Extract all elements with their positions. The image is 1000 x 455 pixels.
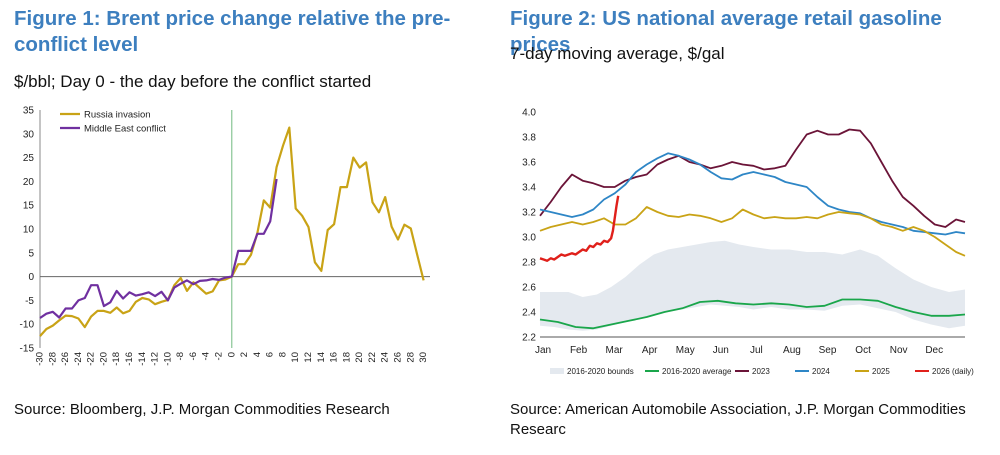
- x-tick-label: 6: [265, 352, 276, 357]
- x-tick-label: -12: [150, 352, 161, 366]
- figure-2-source: Source: American Automobile Association,…: [510, 401, 966, 438]
- x-tick-label: -22: [86, 352, 97, 366]
- x-tick-label: 22: [367, 352, 378, 363]
- x-tick-label: Feb: [570, 345, 588, 356]
- y-tick-label: 2.8: [522, 258, 536, 269]
- x-tick-label: -4: [201, 352, 212, 360]
- x-tick-label: 14: [316, 352, 327, 363]
- y-tick-label: 3.6: [522, 158, 536, 169]
- figure-1-source: Source: Bloomberg, J.P. Morgan Commoditi…: [14, 401, 390, 418]
- x-tick-label: -26: [60, 352, 71, 366]
- legend-label: Russia invasion: [84, 110, 151, 121]
- x-tick-label: Mar: [606, 345, 624, 356]
- x-tick-label: -14: [137, 352, 148, 366]
- gasoline-chart: 2.2 2.4 2.6 2.8 3.0 3.2 3.4 3.6 3.8 4.0 Jan Feb Mar A…: [522, 108, 974, 377]
- x-tick-label: May: [676, 345, 695, 356]
- figure-2-title: Figure 2: US national average retail gas…: [510, 7, 942, 56]
- legend-label: 2023: [752, 367, 770, 376]
- x-tick-label: Aug: [783, 345, 801, 356]
- x-tick-label: 2: [239, 352, 250, 357]
- figure-1-subtitle: $/bbl; Day 0 - the day before the confli…: [14, 72, 372, 91]
- legend-label: Middle East conflict: [84, 124, 166, 135]
- x-tick-label: -6: [188, 352, 199, 360]
- x-tick-label: Jun: [713, 345, 729, 356]
- x-tick-label: -20: [98, 352, 109, 366]
- x-tick-label: -8: [175, 352, 186, 360]
- x-tick-label: -16: [124, 352, 135, 366]
- x-tick-label: Apr: [642, 345, 658, 356]
- x-tick-label: Jul: [750, 345, 763, 356]
- y-tick-label: 2.2: [522, 333, 536, 344]
- x-tick-label: 24: [380, 352, 391, 363]
- x-tick-label: 28: [405, 352, 416, 363]
- y-tick-label: 20: [23, 177, 35, 188]
- legend-label: 2025: [872, 367, 890, 376]
- y-tick-label: 3.0: [522, 233, 536, 244]
- legend-label: 2026 (daily): [932, 367, 974, 376]
- x-tick-label: 30: [418, 352, 429, 363]
- series-line-2025: [539, 206, 966, 257]
- x-tick-label: 10: [290, 352, 301, 363]
- y-tick-label: 2.4: [522, 308, 536, 319]
- y-tick-label: 3.2: [522, 208, 536, 219]
- y-tick-label: 30: [23, 129, 35, 140]
- y-tick-label: 2.6: [522, 283, 536, 294]
- series-line-2026-daily: [539, 195, 620, 263]
- x-tick-label: 0: [226, 352, 237, 357]
- y-tick-label: 3.8: [522, 133, 536, 144]
- x-tick-label: 26: [393, 352, 404, 363]
- y-tick-label: 35: [23, 106, 35, 117]
- x-tick-label: Nov: [890, 345, 908, 356]
- series-line-2023: [539, 128, 966, 228]
- series-line-2016-2020-average: [539, 298, 966, 330]
- x-tick-label: -2: [214, 352, 225, 360]
- x-tick-label: Jan: [535, 345, 551, 356]
- legend-label: 2016-2020 bounds: [567, 367, 634, 376]
- x-tick-label: Oct: [855, 345, 871, 356]
- x-tick-label: 12: [303, 352, 314, 363]
- figure-1-title: Figure 1: Brent price change relative th…: [14, 7, 451, 56]
- y-tick-label: -10: [20, 320, 35, 331]
- x-tick-label: -10: [162, 352, 173, 366]
- bounds-area: [540, 240, 965, 331]
- x-tick-label: 18: [341, 352, 352, 363]
- y-tick-label: 25: [23, 153, 35, 164]
- y-tick-label: 4.0: [522, 108, 536, 119]
- x-tick-label: -18: [111, 352, 122, 366]
- figure-2-subtitle: 7-day moving average, $/gal: [510, 44, 725, 63]
- y-tick-label: 0: [28, 272, 34, 283]
- legend-swatch: [550, 368, 564, 374]
- y-tick-label: 3.4: [522, 183, 536, 194]
- legend-label: 2016-2020 average: [662, 367, 732, 376]
- x-tick-label: 4: [252, 352, 263, 357]
- x-tick-label: Dec: [925, 345, 943, 356]
- series-line-2024: [539, 152, 966, 236]
- series-line-middle-east-conflict: [39, 178, 278, 319]
- x-tick-label: 16: [329, 352, 340, 363]
- x-tick-label: -28: [47, 352, 58, 366]
- x-tick-label: -30: [35, 352, 46, 366]
- y-tick-label: 15: [23, 201, 35, 212]
- y-tick-label: 10: [23, 225, 35, 236]
- legend-label: 2024: [812, 367, 830, 376]
- x-tick-label: 20: [354, 352, 365, 363]
- x-tick-label: 8: [277, 352, 288, 357]
- x-tick-label: -24: [73, 352, 84, 366]
- y-tick-label: -15: [20, 344, 35, 355]
- y-tick-label: -5: [25, 296, 34, 307]
- y-tick-label: 5: [28, 248, 34, 259]
- x-tick-label: Sep: [819, 345, 837, 356]
